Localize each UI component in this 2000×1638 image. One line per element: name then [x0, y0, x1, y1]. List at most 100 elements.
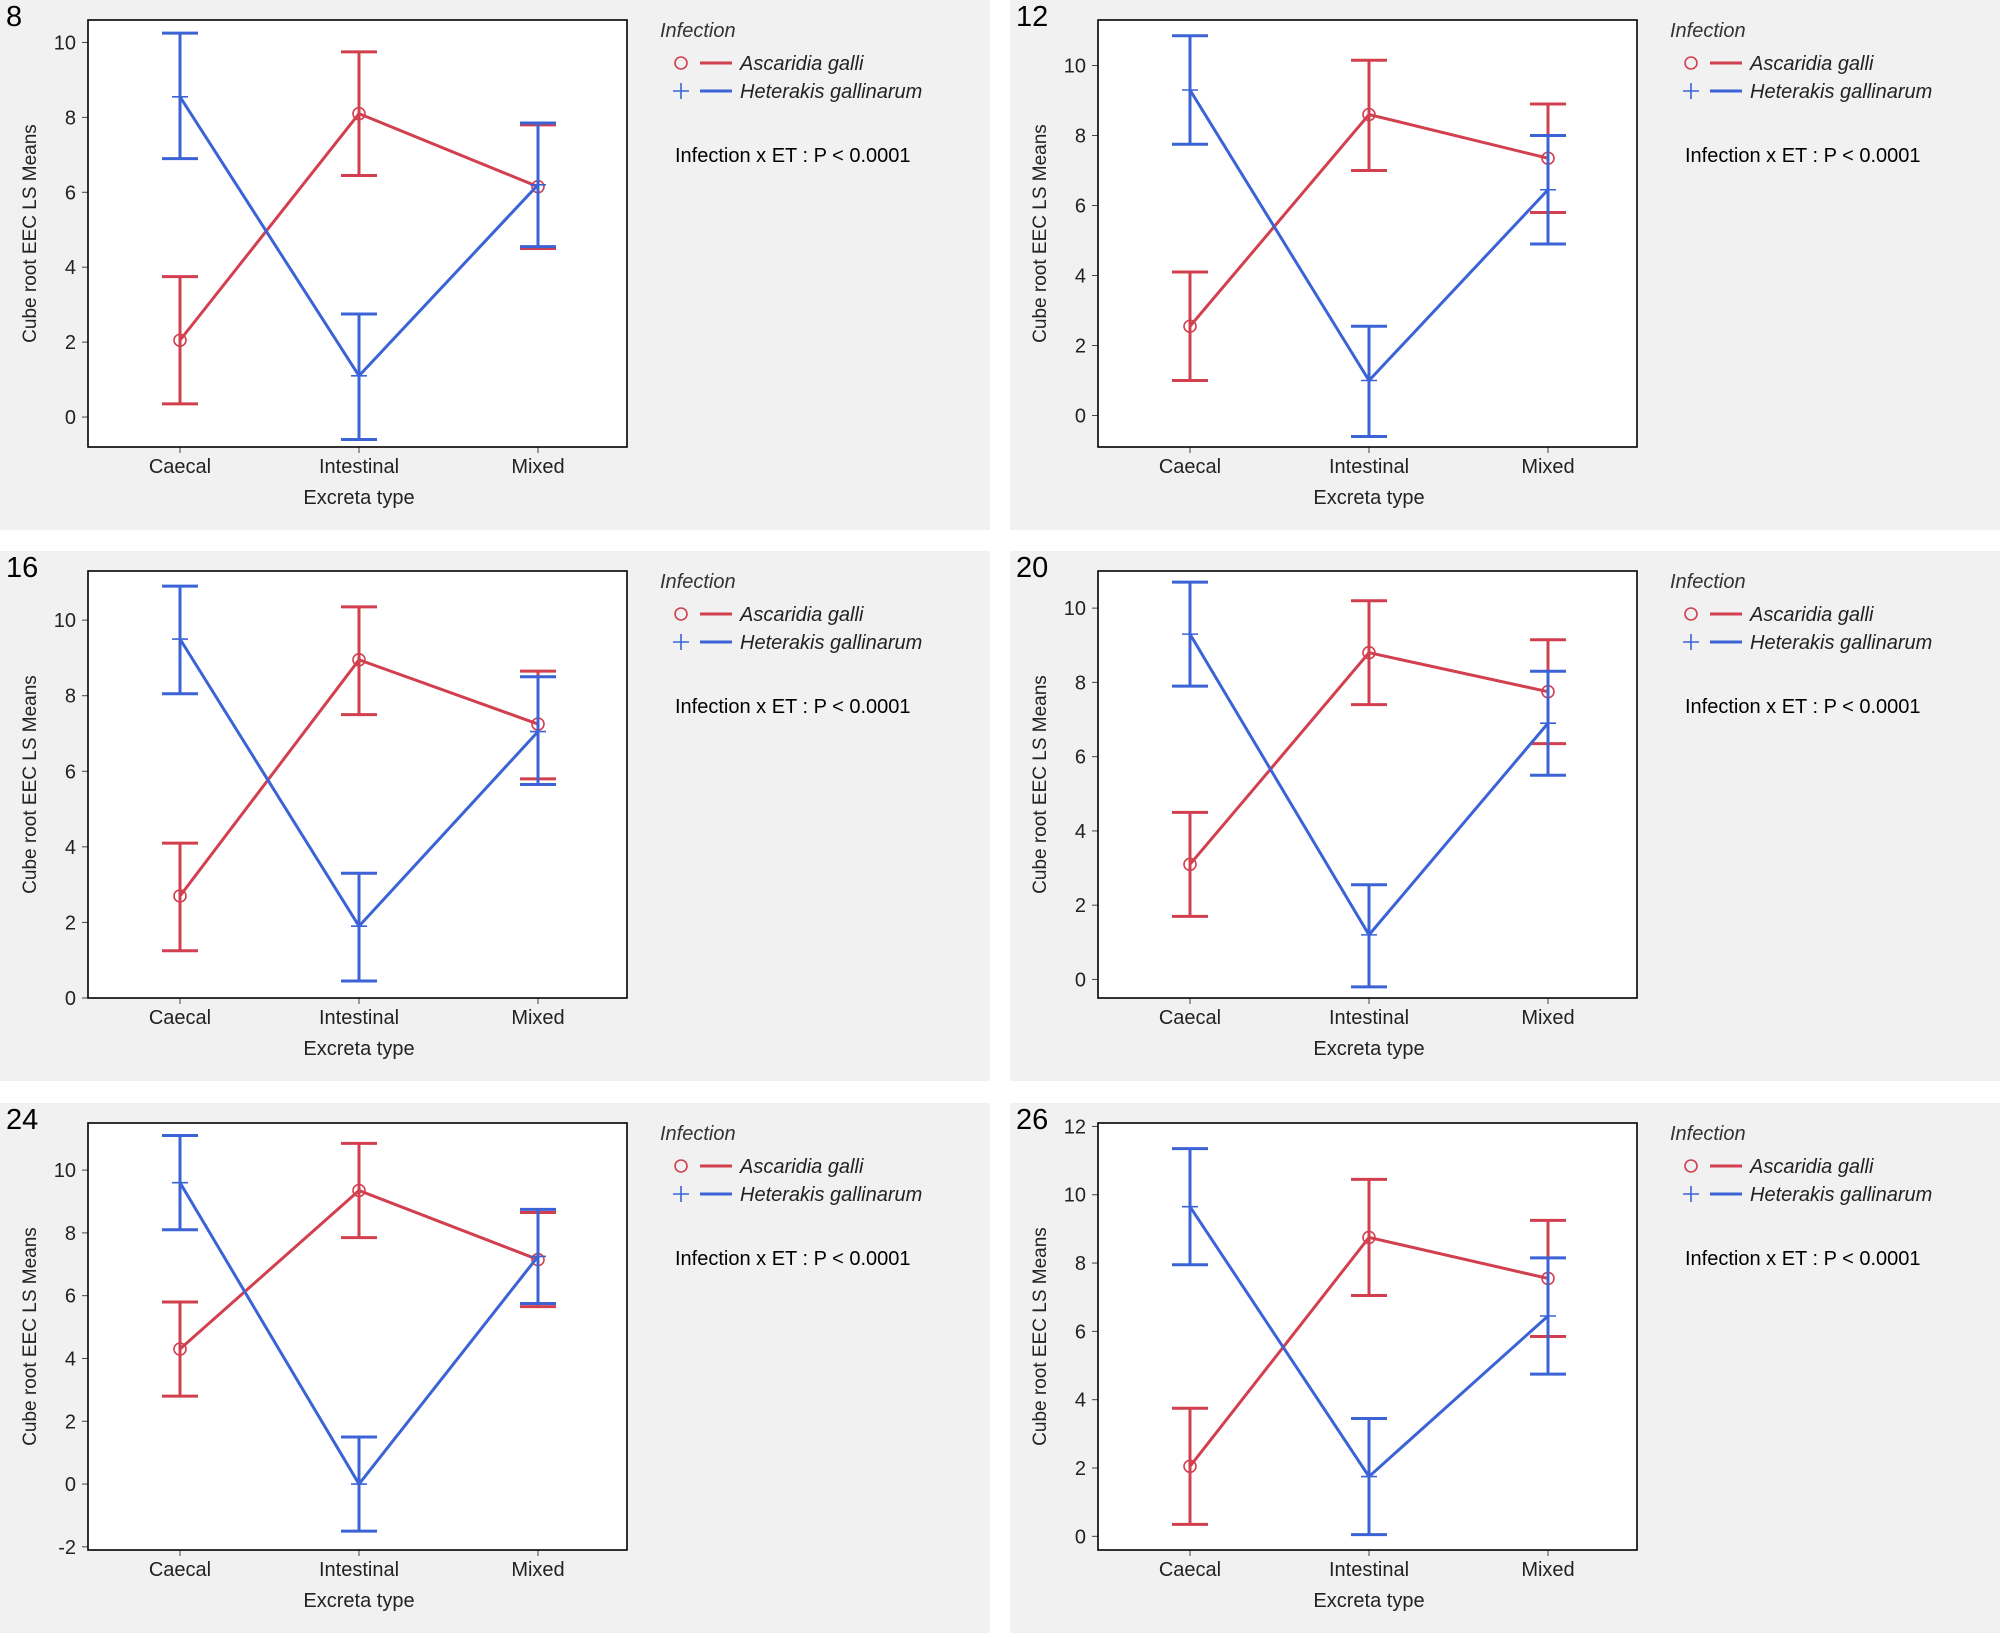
- x-tick-label: Caecal: [1159, 1559, 1221, 1581]
- data-point: [1361, 372, 1377, 389]
- chart-panel-12: 12 0 2 4 6 8 10 Caecal Intestinal Mixed Excreta ty…: [1010, 0, 2000, 530]
- x-tick-label: Caecal: [149, 456, 211, 478]
- data-point: [351, 1476, 367, 1493]
- x-tick-label: Mixed: [1521, 1559, 1574, 1581]
- data-point: [1540, 181, 1556, 198]
- significance-annotation: Infection x ET : P < 0.0001: [1685, 1248, 1921, 1270]
- plot-frame: [1097, 570, 1638, 999]
- panel-label: 24: [6, 1104, 38, 1136]
- legend-entry-label: Ascaridia galli: [1749, 604, 1874, 626]
- legend-entry-label: Ascaridia galli: [1749, 53, 1874, 75]
- y-axis-title: Cube root EEC LS Means: [20, 675, 41, 894]
- y-tick-label: 6: [65, 1286, 76, 1308]
- error-bar: [1351, 1177, 1387, 1298]
- data-point: [351, 367, 367, 384]
- legend-entry-label: Heterakis gallinarum: [740, 81, 922, 103]
- circle-marker-icon: [674, 56, 688, 70]
- data-point: [1182, 1198, 1198, 1215]
- data-point: [172, 631, 188, 648]
- panel-label: 20: [1016, 552, 1048, 584]
- legend-title: Infection: [660, 20, 736, 42]
- circle-marker-icon: [674, 1159, 688, 1173]
- x-axis-title: Excreta type: [1313, 1038, 1424, 1060]
- significance-annotation: Infection x ET : P < 0.0001: [675, 1248, 911, 1270]
- x-tick-label: Mixed: [1521, 1007, 1574, 1029]
- error-bar: [341, 50, 377, 177]
- legend-entry-label: Heterakis gallinarum: [740, 632, 922, 654]
- legend-title: Infection: [660, 571, 736, 593]
- circle-marker-icon: [1684, 56, 1698, 70]
- x-tick-label: Mixed: [511, 1559, 564, 1581]
- circle-marker-icon: [1684, 607, 1698, 621]
- data-point: [1182, 82, 1198, 98]
- y-tick-label: 4: [1075, 821, 1086, 843]
- chart-svg: 8 0 2 4 6 8 10 Caecal Intestinal Mixed Excreta typ…: [0, 0, 990, 530]
- data-point: [1540, 715, 1556, 732]
- y-tick-label: 6: [1075, 196, 1086, 218]
- legend-entry-label: Ascaridia galli: [1749, 1156, 1874, 1178]
- y-tick-label: 2: [1075, 1458, 1086, 1480]
- circle-marker-icon: [674, 607, 688, 621]
- circle-marker-icon: [1684, 1159, 1698, 1173]
- x-tick-label: Mixed: [511, 456, 564, 478]
- significance-annotation: Infection x ET : P < 0.0001: [1685, 696, 1921, 718]
- data-point: [173, 889, 187, 903]
- data-point: [172, 1174, 188, 1191]
- significance-annotation: Infection x ET : P < 0.0001: [675, 145, 911, 167]
- plus-marker-icon: [1683, 1186, 1699, 1202]
- chart-panel-8: 8 0 2 4 6 8 10 Caecal Intestinal Mixed Excreta typ…: [0, 0, 990, 530]
- y-tick-label: 2: [1075, 336, 1086, 358]
- error-bar: [1172, 270, 1208, 382]
- data-point: [1362, 107, 1376, 122]
- y-tick-label: 12: [1064, 1116, 1086, 1138]
- y-tick-label: 8: [65, 686, 76, 708]
- chart-panel-16: 16 0 2 4 6 8 10 Caecal Intestinal Mixed Excreta ty…: [0, 551, 990, 1081]
- x-tick-label: Intestinal: [319, 1007, 399, 1029]
- data-point: [1361, 926, 1377, 943]
- data-point: [352, 106, 366, 121]
- error-bar: [1172, 810, 1208, 918]
- data-point: [351, 918, 367, 935]
- chart-svg: 20 0 2 4 6 8 10 Caecal Intestinal Mixed Excreta ty…: [1010, 551, 2000, 1081]
- chart-svg: 12 0 2 4 6 8 10 Caecal Intestinal Mixed Excreta ty…: [1010, 0, 2000, 530]
- y-axis-title: Cube root EEC LS Means: [20, 124, 41, 343]
- plot-frame: [87, 1122, 628, 1551]
- y-tick-label: 6: [65, 182, 76, 204]
- x-tick-label: Intestinal: [319, 456, 399, 478]
- y-tick-label: 0: [65, 988, 76, 1010]
- data-point: [1183, 319, 1197, 334]
- y-tick-label: 0: [1075, 1526, 1086, 1548]
- y-tick-label: 2: [65, 332, 76, 354]
- significance-annotation: Infection x ET : P < 0.0001: [1685, 145, 1921, 167]
- data-point: [1182, 626, 1198, 643]
- y-axis-title: Cube root EEC LS Means: [1030, 675, 1051, 894]
- y-tick-label: 0: [65, 407, 76, 429]
- y-tick-label: 8: [1075, 1253, 1086, 1275]
- data-point: [1361, 1468, 1377, 1485]
- legend-title: Infection: [1670, 571, 1746, 593]
- legend-title: Infection: [660, 1123, 736, 1145]
- data-point: [530, 1248, 546, 1265]
- legend-title: Infection: [1670, 1123, 1746, 1145]
- chart-panel-24: 24 -2 0 2 4 6 8 10 Caecal Intestinal Mixed Excreta …: [0, 1103, 990, 1633]
- legend-title: Infection: [1670, 20, 1746, 42]
- legend-entry-label: Heterakis gallinarum: [740, 1184, 922, 1206]
- plot-frame: [87, 570, 628, 999]
- data-point: [173, 1342, 187, 1356]
- error-bar: [1351, 599, 1387, 707]
- data-point: [530, 176, 546, 193]
- chart-svg: 16 0 2 4 6 8 10 Caecal Intestinal Mixed Excreta ty…: [0, 551, 990, 1081]
- chart-panel-20: 20 0 2 4 6 8 10 Caecal Intestinal Mixed Excreta ty…: [1010, 551, 2000, 1081]
- plus-marker-icon: [673, 83, 689, 99]
- y-tick-label: 4: [65, 257, 76, 279]
- y-tick-label: 10: [54, 1160, 76, 1182]
- legend-entry-label: Ascaridia galli: [739, 1156, 864, 1178]
- y-tick-label: 4: [65, 837, 76, 859]
- y-tick-label: 10: [1064, 598, 1086, 620]
